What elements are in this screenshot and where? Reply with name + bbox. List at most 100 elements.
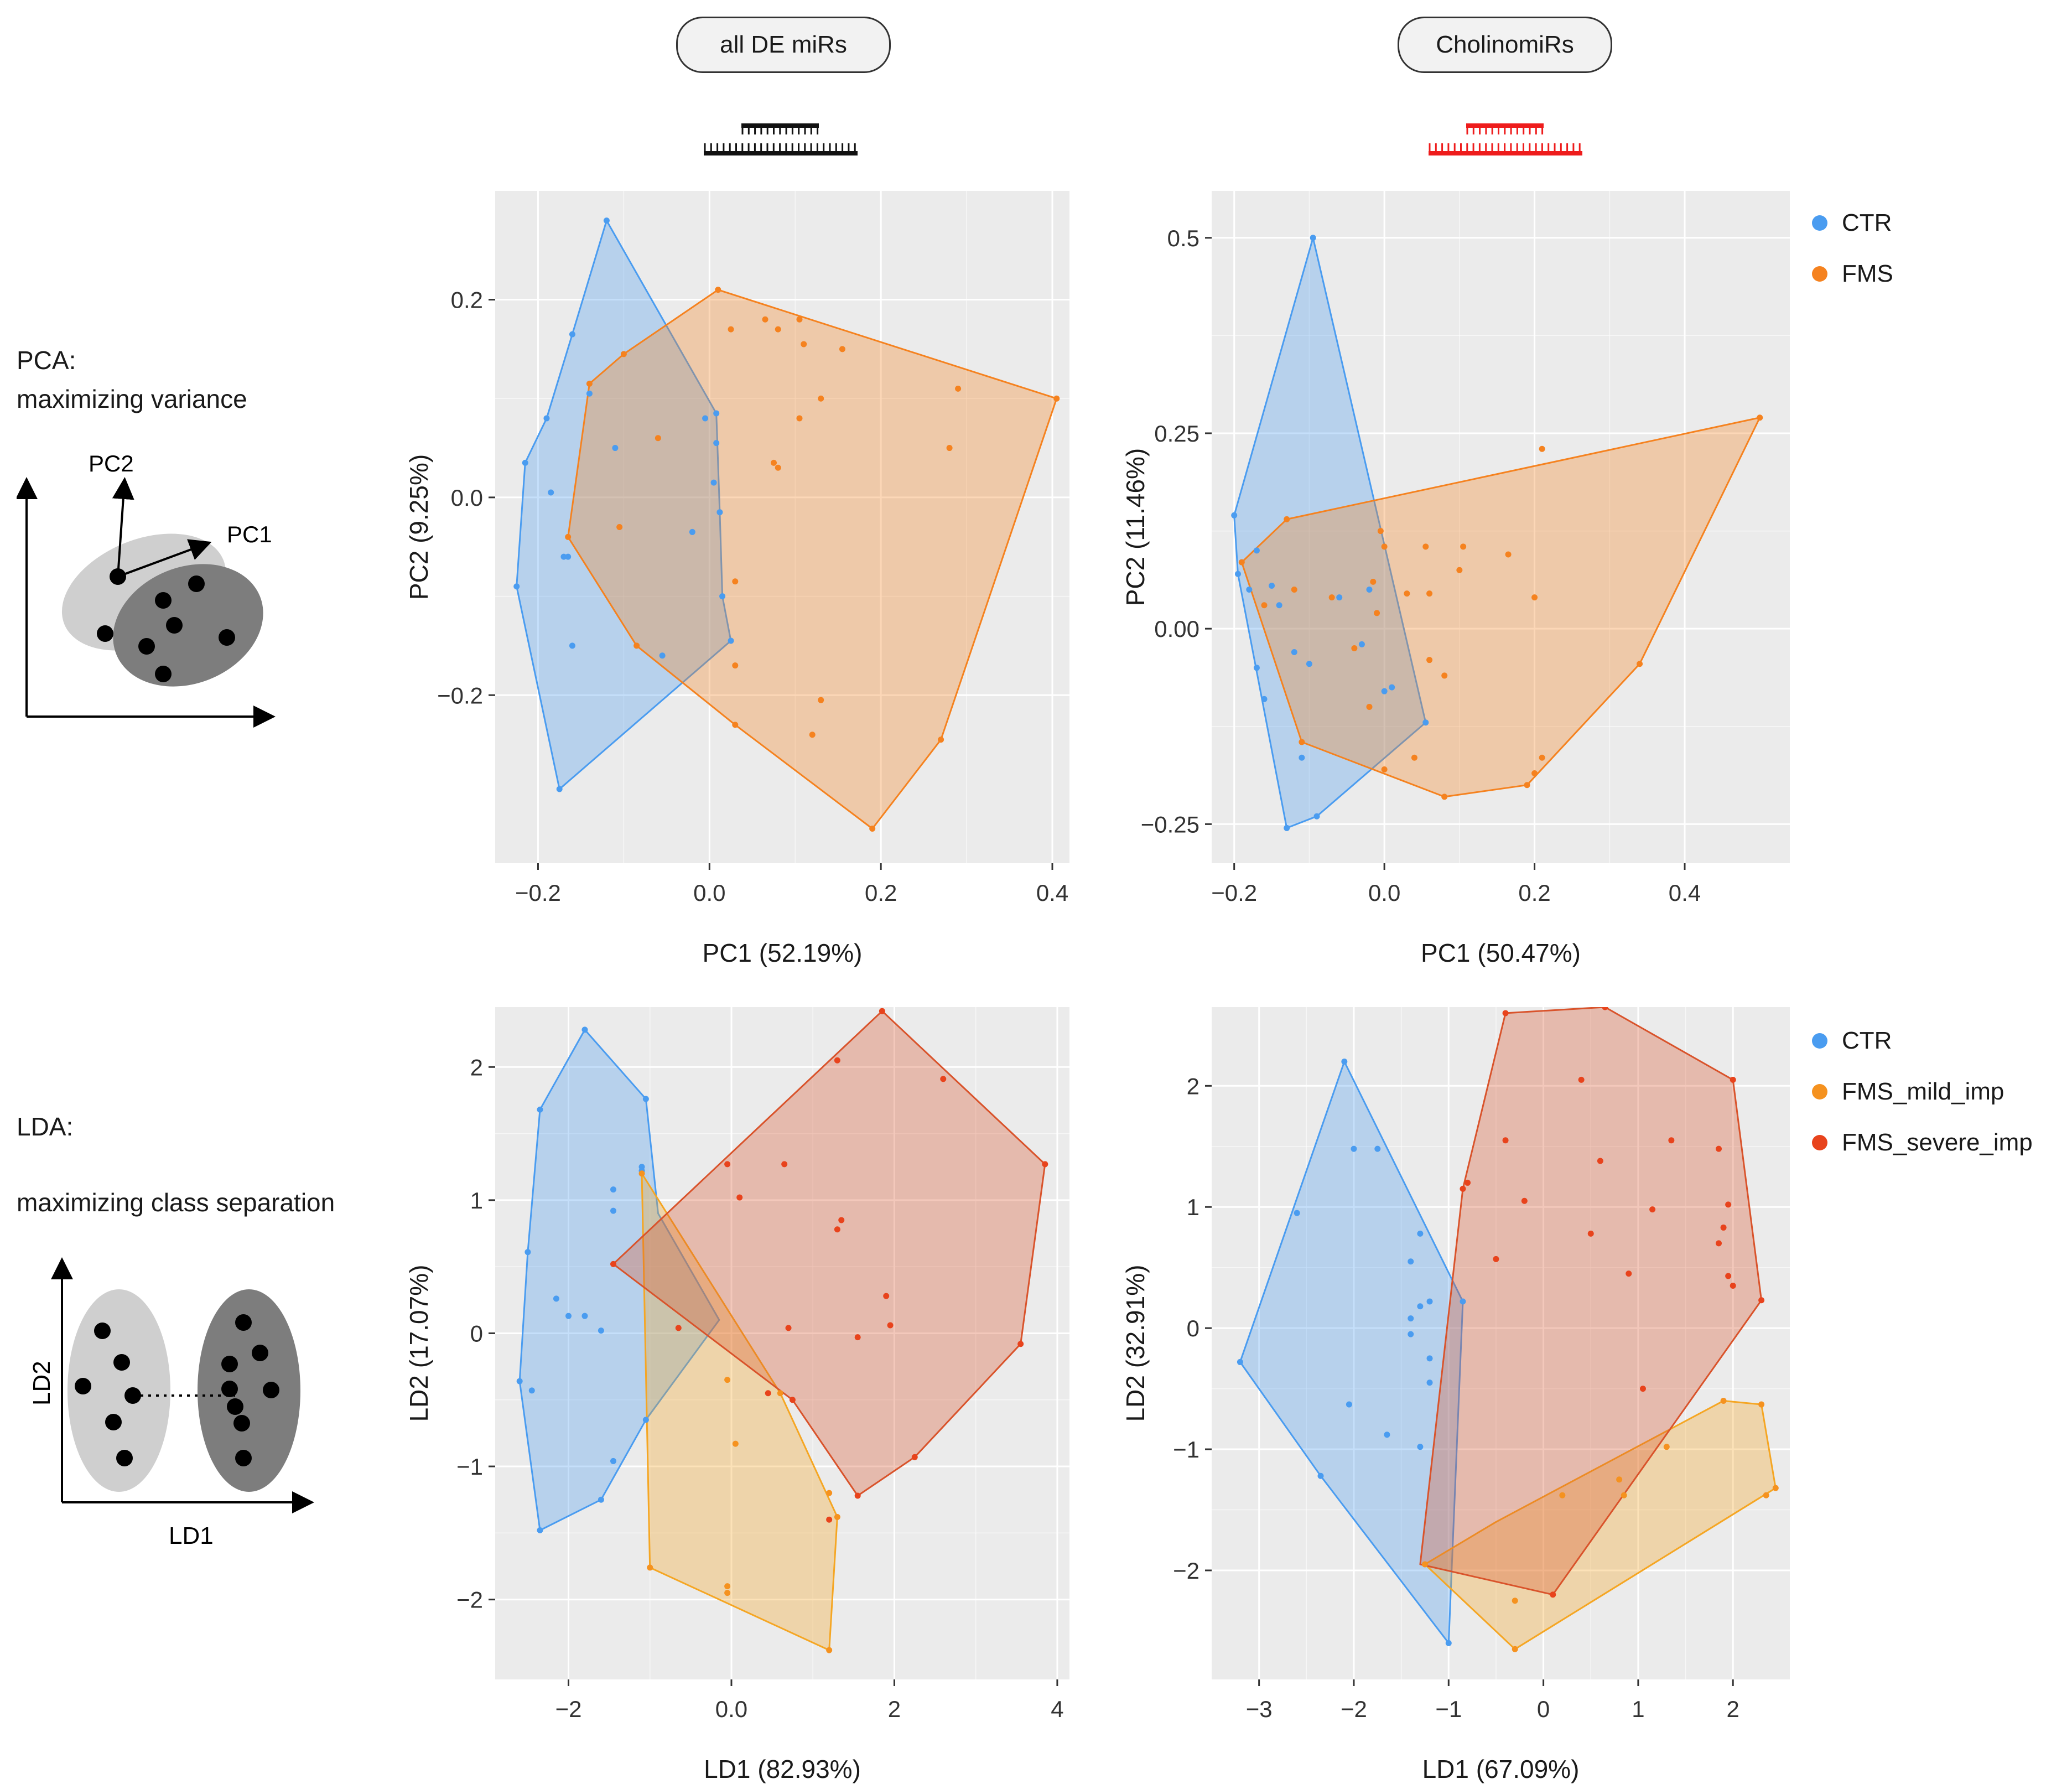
point-ctr — [1310, 235, 1316, 241]
y-axis-title: LD2 (17.07%) — [404, 1265, 433, 1422]
point-fms — [1366, 703, 1373, 710]
point-fms — [1426, 590, 1433, 597]
point-fms — [715, 287, 721, 293]
hull-fms — [1240, 417, 1761, 798]
tick-label-x: −3 — [1246, 1696, 1273, 1722]
point-fms-severe-imp — [1649, 1206, 1656, 1213]
point-fms — [762, 316, 768, 323]
point-fms — [1377, 528, 1384, 535]
point-fms — [1441, 672, 1448, 679]
tick-label-y: −1 — [1173, 1436, 1199, 1463]
point-fms-mild-imp — [724, 1590, 731, 1596]
point-fms — [1328, 594, 1335, 601]
tick-label-x: 0.0 — [693, 880, 725, 906]
pca-schematic-axis1: PC1 — [227, 521, 272, 547]
point-fms — [796, 415, 803, 422]
point-fms-severe-imp — [1716, 1145, 1722, 1152]
point-ctr — [610, 1207, 616, 1214]
pca-schematic-axis2: PC2 — [89, 450, 134, 476]
point-fms — [801, 341, 807, 348]
tick-label-y: 0.00 — [1154, 616, 1199, 642]
point-fms — [839, 346, 845, 352]
tick-label-x: 1 — [1632, 1696, 1644, 1722]
legend-item-fms: FMS — [1812, 248, 1893, 299]
chart-lda_chol: −3 −2 −1 0 1 2 −2 −1 0 1 2 LD1 (67.09%) LD2 (32.91%) — [1121, 1007, 1790, 1783]
point-fms-severe-imp — [1730, 1283, 1736, 1289]
pca-schematic-diagram: PC2 PC1 — [17, 450, 276, 728]
point-fms-severe-imp — [887, 1322, 894, 1329]
legend-dot-fms-severe — [1812, 1135, 1827, 1150]
point-fms-severe-imp — [911, 1454, 918, 1460]
tick-label-x: 2 — [888, 1696, 901, 1722]
point-ctr — [1276, 602, 1282, 609]
point-fms-mild-imp — [1720, 1397, 1727, 1404]
header-pill-cholinomirs: CholinomiRs — [1398, 17, 1612, 73]
point-fms-mild-imp — [1512, 1646, 1518, 1652]
point-ctr — [565, 553, 572, 560]
point-fms — [809, 732, 816, 738]
lda-schematic-title: LDA: — [17, 1112, 74, 1141]
point-ctr — [1422, 719, 1429, 726]
point-fms-severe-imp — [883, 1293, 890, 1299]
tick-label-x: 0 — [1537, 1696, 1550, 1722]
comb-icon-black-glyph — [704, 123, 858, 155]
legend-item-ctr: CTR — [1812, 198, 1893, 248]
x-axis-title: LD1 (67.09%) — [1422, 1755, 1580, 1783]
point-ctr — [716, 509, 723, 516]
comb-icon-red — [1429, 123, 1582, 155]
point-fms-severe-imp — [1550, 1591, 1556, 1598]
point-fms-severe-imp — [834, 1226, 840, 1233]
panel-background — [1212, 191, 1790, 863]
x-axis-title: LD1 (82.93%) — [704, 1755, 861, 1783]
panel-background — [495, 191, 1069, 863]
legend-label-ctr: CTR — [1842, 1027, 1892, 1054]
point-ctr — [516, 1378, 523, 1384]
point-ctr — [586, 390, 593, 397]
point-ctr — [1426, 1355, 1433, 1362]
point-fms — [1524, 782, 1530, 789]
tick-label-y: 0.25 — [1154, 421, 1199, 447]
tick-label-x: 0.4 — [1669, 880, 1701, 906]
y-axis-title: PC2 (11.46%) — [1121, 448, 1150, 606]
hulls — [1239, 1007, 1777, 1650]
point-ctr — [1389, 684, 1395, 691]
point-ctr — [569, 642, 575, 649]
point-ctr — [556, 786, 563, 792]
point-fms-severe-imp — [1587, 1230, 1594, 1237]
point-fms-severe-imp — [789, 1397, 796, 1403]
point-fms — [1637, 661, 1643, 667]
minor-gridlines — [495, 191, 1069, 863]
point-ctr — [1358, 641, 1365, 647]
point-ctr — [1269, 582, 1275, 589]
point-ctr — [537, 1106, 543, 1113]
point-fms — [633, 642, 640, 649]
point-fms-severe-imp — [1725, 1201, 1732, 1208]
chart-lda_all: −2 0.0 2 4 −2 −1 0 1 2 LD1 (82.93%) LD2 (17.07%) — [404, 1007, 1069, 1783]
point-fms-severe-imp — [1460, 1185, 1466, 1192]
legend-label-fms-severe: FMS_severe_imp — [1842, 1129, 2033, 1156]
tick-label-y: 0.2 — [451, 287, 483, 313]
point-ctr — [1408, 1258, 1414, 1265]
points — [1237, 1007, 1779, 1652]
point-ctr — [525, 1249, 531, 1256]
lda-cluster-dark — [198, 1289, 300, 1492]
point-ctr — [537, 1527, 543, 1534]
point-ctr — [1341, 1059, 1348, 1065]
point-fms-severe-imp — [1493, 1256, 1499, 1262]
hull-ctr — [1239, 1061, 1464, 1644]
point-fms-severe-imp — [610, 1261, 616, 1267]
point-fms — [1531, 594, 1538, 601]
tick-label-x: −0.2 — [1211, 880, 1257, 906]
tick-label-x: −2 — [555, 1696, 582, 1722]
tick-label-x: −0.2 — [515, 880, 561, 906]
point-fms — [818, 697, 824, 703]
point-fms-mild-imp — [647, 1564, 653, 1571]
point-ctr — [1381, 688, 1388, 694]
tick-label-y: −2 — [456, 1587, 483, 1613]
point-ctr — [513, 583, 520, 590]
point-fms-mild-imp — [732, 1440, 739, 1447]
point-fms-severe-imp — [1668, 1137, 1675, 1144]
axes: −0.2 0.0 0.2 0.4 −0.2 0.0 0.2 — [437, 191, 1069, 906]
points — [1231, 235, 1763, 831]
